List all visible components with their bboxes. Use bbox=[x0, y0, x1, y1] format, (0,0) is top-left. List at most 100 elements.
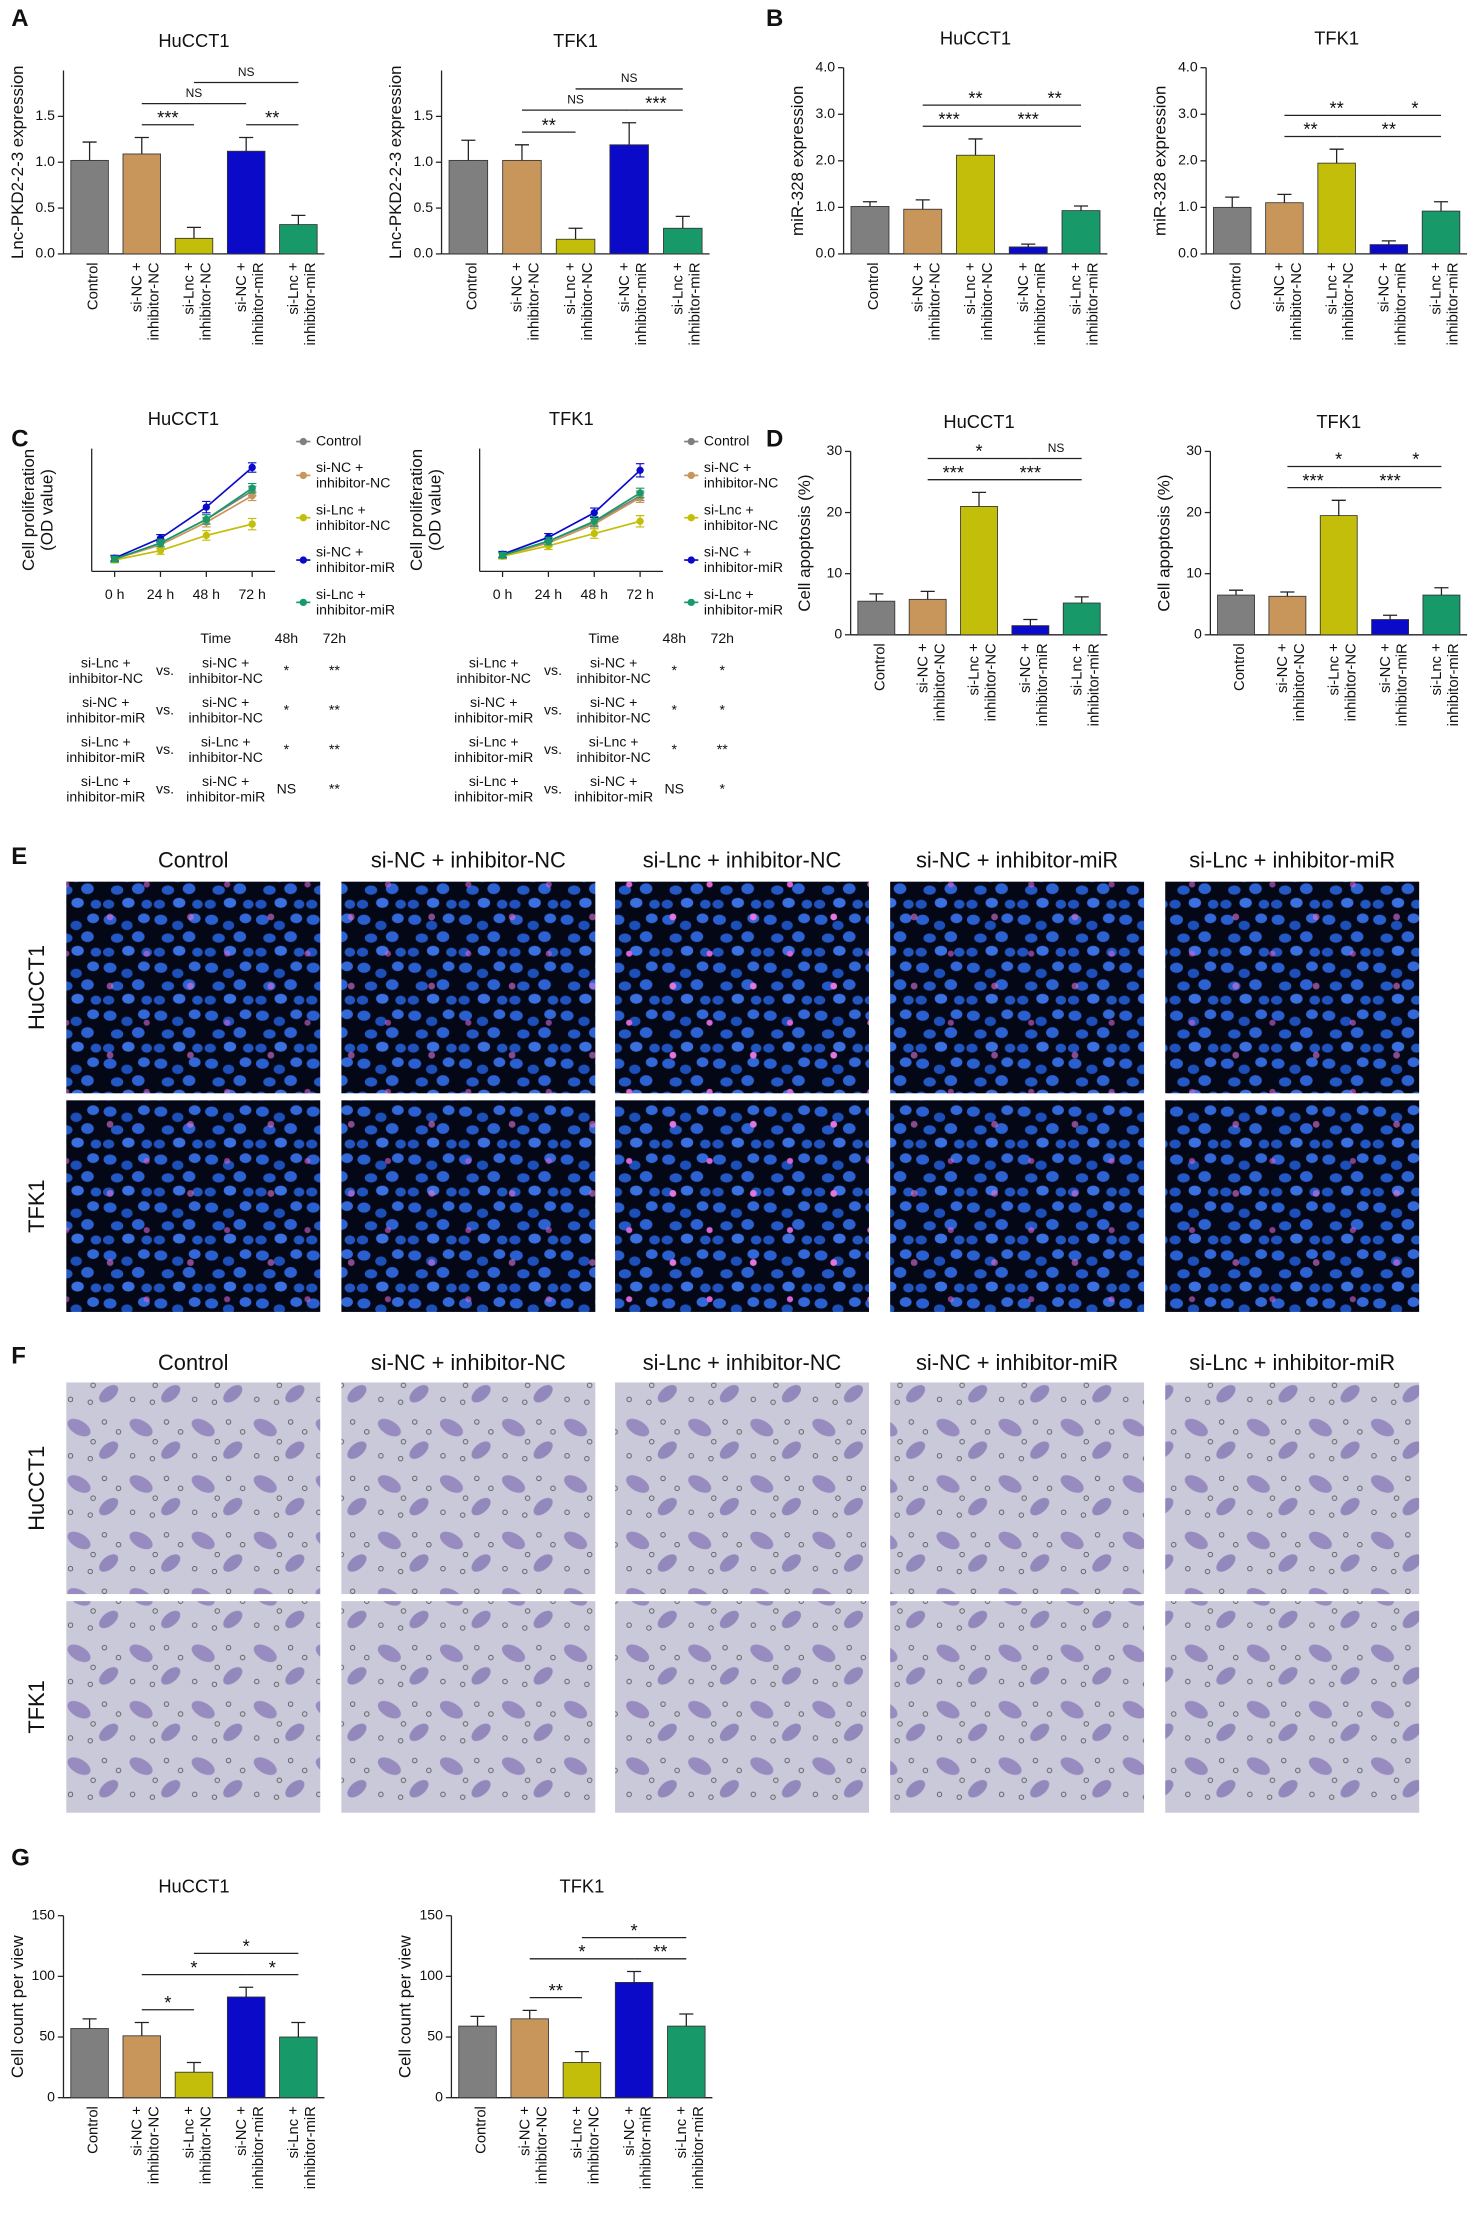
bar bbox=[1421, 210, 1461, 255]
table-cell: si-Lnc + bbox=[81, 773, 131, 789]
legend-label: inhibitor-miR bbox=[316, 602, 395, 618]
x-tick-label: si-Lnc + bbox=[1324, 262, 1340, 314]
error-bar bbox=[291, 2021, 306, 2038]
table-cell: inhibitor-NC bbox=[576, 709, 650, 725]
table-cell: si-NC + bbox=[470, 694, 517, 710]
y-tick-label: 0.0 bbox=[35, 245, 55, 261]
x-tick-label: Control bbox=[474, 2106, 490, 2154]
x-tick-label: si-Lnc + bbox=[1069, 643, 1085, 695]
chart-title: TFK1 bbox=[1314, 27, 1359, 48]
y-axis-label: miR-328 expression bbox=[788, 86, 807, 236]
x-tick-label: si-NC + bbox=[622, 2106, 638, 2156]
x-tick-label: si-Lnc + bbox=[563, 262, 579, 314]
table-cell: inhibitor-miR bbox=[454, 749, 533, 765]
significance-label: *** bbox=[157, 107, 178, 128]
stained-cells bbox=[890, 1100, 1145, 1312]
table-cell: inhibitor-NC bbox=[189, 749, 263, 765]
bar bbox=[70, 159, 109, 255]
x-tick-label: si-NC + bbox=[915, 643, 931, 693]
line bbox=[502, 496, 641, 557]
bar bbox=[279, 2036, 318, 2099]
error-bar bbox=[1280, 591, 1295, 597]
y-tick-label: 0.5 bbox=[413, 199, 433, 215]
point bbox=[202, 531, 210, 540]
y-tick-label: 100 bbox=[419, 1967, 443, 1983]
y-tick-label: 0 bbox=[47, 2088, 55, 2104]
x-tick-label: inhibitor-miR bbox=[303, 262, 319, 345]
y-tick-label: 3.0 bbox=[816, 105, 836, 121]
point bbox=[544, 537, 553, 545]
table-cell: vs. bbox=[156, 741, 174, 757]
significance-label: *** bbox=[1018, 108, 1039, 129]
significance-label: *** bbox=[1302, 470, 1323, 491]
significance-label: ** bbox=[265, 107, 279, 128]
x-tick-label: 24 h bbox=[535, 586, 562, 602]
significance-label: NS bbox=[186, 86, 203, 100]
table-cell: si-NC + bbox=[590, 654, 637, 670]
table-cell: si-NC + bbox=[590, 694, 637, 710]
table-cell: si-Lnc + bbox=[201, 733, 251, 749]
x-tick-label: inhibitor-miR bbox=[634, 262, 650, 345]
x-tick-label: inhibitor-NC bbox=[1292, 643, 1308, 721]
error-bar bbox=[470, 2015, 485, 2027]
micrograph bbox=[1165, 1601, 1420, 1813]
point bbox=[248, 463, 256, 472]
chart-title: TFK1 bbox=[549, 408, 594, 429]
y-tick-label: 150 bbox=[419, 1906, 443, 1922]
x-tick-label: si-NC + bbox=[617, 262, 633, 312]
panel-label: D bbox=[766, 425, 783, 452]
stained-cells bbox=[341, 1100, 596, 1312]
x-tick-label: si-NC + bbox=[234, 262, 250, 312]
chart-title: HuCCT1 bbox=[940, 27, 1011, 48]
y-tick-label: 100 bbox=[32, 1967, 56, 1983]
table-cell: NS bbox=[665, 781, 685, 797]
significance-label: *** bbox=[1020, 462, 1041, 483]
table-header: 48h bbox=[663, 630, 687, 646]
x-tick-label: si-Lnc + bbox=[1326, 643, 1342, 695]
bar bbox=[1008, 246, 1048, 255]
significance-label: ** bbox=[542, 114, 556, 135]
error-bar bbox=[679, 2013, 694, 2027]
y-tick-label: 30 bbox=[1186, 442, 1202, 458]
legend-label: inhibitor-NC bbox=[704, 517, 778, 533]
error-bar bbox=[1073, 205, 1089, 211]
bar bbox=[1369, 244, 1409, 255]
significance-label: * bbox=[1335, 449, 1342, 470]
significance-label: ** bbox=[1048, 87, 1062, 108]
x-tick-label: Control bbox=[86, 262, 102, 310]
y-axis-label: Cell count per view bbox=[396, 1934, 415, 2078]
column-title: si-Lnc + inhibitor-NC bbox=[643, 848, 842, 873]
bar bbox=[122, 2035, 161, 2099]
chart-title: HuCCT1 bbox=[158, 30, 229, 51]
micrograph bbox=[890, 1601, 1145, 1813]
legend-label: inhibitor-NC bbox=[316, 517, 390, 533]
bar bbox=[1062, 602, 1101, 636]
micrograph bbox=[615, 1382, 869, 1595]
bar bbox=[562, 2062, 602, 2099]
significance-label: NS bbox=[567, 92, 584, 106]
x-tick-label: si-NC + bbox=[1376, 262, 1392, 312]
bar bbox=[70, 2028, 109, 2099]
bar bbox=[1317, 162, 1356, 255]
table-header: 48h bbox=[275, 630, 299, 646]
bar bbox=[510, 2018, 549, 2099]
significance-label: ** bbox=[653, 1941, 667, 1962]
legend-marker bbox=[299, 556, 307, 564]
panel-label: C bbox=[11, 425, 28, 452]
bar bbox=[857, 600, 896, 636]
bar bbox=[458, 2025, 497, 2099]
error-bar bbox=[568, 227, 583, 240]
table-cell: ** bbox=[329, 741, 340, 757]
bar bbox=[1422, 594, 1461, 636]
x-tick-label: 72 h bbox=[238, 586, 265, 602]
legend-marker bbox=[687, 598, 695, 607]
row-label: HuCCT1 bbox=[24, 1446, 49, 1531]
bar bbox=[1265, 202, 1304, 255]
error-bar bbox=[522, 2009, 537, 2019]
x-tick-label: inhibitor-NC bbox=[146, 2106, 162, 2184]
legend-label: inhibitor-NC bbox=[704, 475, 778, 491]
bar bbox=[956, 154, 995, 255]
x-tick-label: si-Lnc + bbox=[674, 2106, 690, 2158]
table-cell: inhibitor-miR bbox=[454, 709, 533, 725]
bar bbox=[903, 208, 943, 255]
